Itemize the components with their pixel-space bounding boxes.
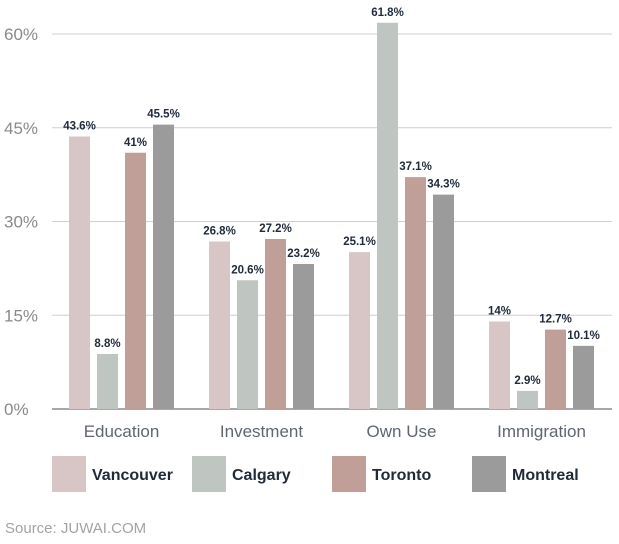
data-label: 14% — [488, 306, 511, 318]
y-axis-ticks: 0% 15% 30% 45% 60% — [4, 25, 38, 419]
y-tick-label: 0% — [4, 400, 29, 419]
bar — [153, 124, 174, 409]
legend-label: Toronto — [372, 467, 431, 484]
bar — [293, 264, 314, 409]
data-label: 45.5% — [147, 109, 180, 121]
x-category-label: Immigration — [497, 422, 586, 441]
data-label: 12.7% — [539, 314, 572, 326]
bars — [69, 22, 594, 409]
x-category-label: Investment — [220, 422, 303, 441]
y-tick-label: 30% — [4, 213, 38, 232]
bar — [125, 152, 146, 409]
bar — [489, 321, 510, 409]
bar — [69, 136, 90, 409]
data-label: 61.8% — [371, 7, 404, 19]
bar — [265, 239, 286, 409]
x-category-label: Education — [84, 422, 160, 441]
legend-swatch — [332, 456, 366, 492]
bar — [377, 22, 398, 409]
legend-label: Montreal — [512, 467, 579, 484]
data-label: 27.2% — [259, 223, 292, 235]
y-tick-label: 60% — [4, 25, 38, 44]
x-category-label: Own Use — [367, 422, 437, 441]
data-label: 10.1% — [567, 330, 600, 342]
legend-swatch — [192, 456, 226, 492]
data-label: 20.6% — [231, 264, 264, 276]
data-label: 43.6% — [63, 121, 96, 133]
data-label: 26.8% — [203, 226, 236, 238]
data-label: 41% — [124, 137, 147, 149]
bar — [433, 194, 454, 409]
bar — [573, 345, 594, 409]
data-label: 23.2% — [287, 248, 320, 260]
data-labels: 43.6% 8.8% 41% 45.5% 26.8% 20.6% 27.2% 23.2% 25.… — [63, 7, 600, 387]
bar — [209, 241, 230, 409]
legend-label: Vancouver — [92, 467, 173, 484]
data-label: 34.3% — [427, 179, 460, 191]
data-label: 8.8% — [94, 338, 120, 350]
bar — [545, 329, 566, 409]
data-label: 25.1% — [343, 236, 376, 248]
legend-label: Calgary — [232, 467, 291, 484]
data-label: 37.1% — [399, 161, 432, 173]
y-tick-label: 45% — [4, 119, 38, 138]
bar — [97, 354, 118, 409]
legend-swatch — [472, 456, 506, 492]
legend-swatch — [52, 456, 86, 492]
bar — [237, 280, 258, 409]
x-axis-categories: Education Investment Own Use Immigration — [84, 422, 586, 441]
bar — [405, 177, 426, 409]
data-label: 2.9% — [514, 375, 540, 387]
bar — [517, 390, 538, 409]
bar — [349, 252, 370, 409]
y-tick-label: 15% — [4, 306, 38, 325]
source-note: Source: JUWAI.COM — [5, 520, 147, 537]
legend: Vancouver Calgary Toronto Montreal — [52, 456, 579, 492]
